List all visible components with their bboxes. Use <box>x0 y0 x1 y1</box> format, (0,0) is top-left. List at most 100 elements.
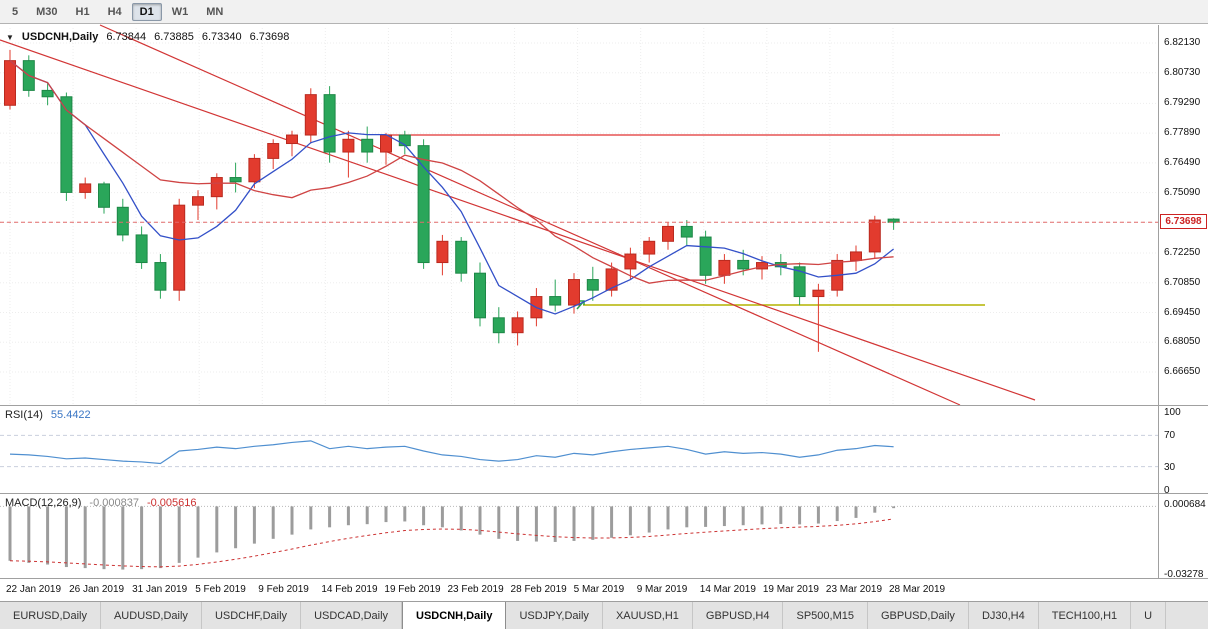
candle-body <box>474 272 486 319</box>
candle-body <box>868 219 881 253</box>
candle-body <box>361 138 374 153</box>
tab-dj30-h4[interactable]: DJ30,H4 <box>969 602 1039 629</box>
timeframe-button-h1[interactable]: H1 <box>75 5 90 18</box>
macd-name: MACD(12,26,9) <box>5 497 82 509</box>
date-axis-label: 31 Jan 2019 <box>132 584 188 595</box>
price-axis-label: 6.70850 <box>1164 276 1201 288</box>
chart-menu-arrow-icon[interactable]: ▼ <box>6 32 14 42</box>
candle-body <box>60 96 73 193</box>
candle-body <box>98 183 110 208</box>
candle-body <box>718 259 731 276</box>
descending-trendline-steep[interactable] <box>99 24 961 406</box>
symbol-tabs-bar: EURUSD,Daily AUDUSD,Daily USDCHF,Daily USDC… <box>0 601 1208 629</box>
candle-body <box>116 206 129 236</box>
macd-signal-line <box>9 518 894 568</box>
tab-gbpusd-h4[interactable]: GBPUSD,H4 <box>693 602 784 629</box>
ohlc-open: 6.73844 <box>106 31 147 43</box>
candle-body <box>154 262 167 291</box>
price-axis-label: 6.72250 <box>1164 246 1201 258</box>
date-axis-label: 9 Mar 2019 <box>636 584 688 595</box>
candle-body <box>323 94 336 153</box>
candle-body <box>887 218 900 223</box>
date-axis-label: 14 Mar 2019 <box>699 584 756 595</box>
bid-price-badge: 6.73698 <box>1160 214 1207 230</box>
tab-usdcad-daily[interactable]: USDCAD,Daily <box>301 602 403 629</box>
candle-body <box>41 89 54 98</box>
date-axis-label: 14 Feb 2019 <box>321 584 378 595</box>
macd-axis-label: 0.000684 <box>1164 498 1206 510</box>
date-axis-label: 23 Mar 2019 <box>825 584 883 595</box>
candle-body <box>793 266 806 298</box>
candle-body <box>135 234 148 264</box>
macd-main-value: -0.000837 <box>89 497 139 509</box>
price-axis-label: 6.75090 <box>1164 186 1201 198</box>
candle-body <box>680 225 693 238</box>
ohlc-high: 6.73885 <box>154 31 194 43</box>
tab-sp500-m15[interactable]: SP500,M15 <box>783 602 868 629</box>
candle-body <box>850 251 862 261</box>
moving-average-slow <box>9 60 894 284</box>
tab-usdjpy-daily[interactable]: USDJPY,Daily <box>506 602 603 629</box>
candle-body <box>662 225 674 242</box>
candle-body <box>812 289 825 298</box>
date-axis-label: 5 Feb 2019 <box>195 584 246 595</box>
ohlc-close: 6.73698 <box>249 31 290 43</box>
macd-panel-label: MACD(12,26,9) -0.000837 -0.005616 <box>5 497 197 509</box>
timeframe-button-mn[interactable]: MN <box>206 5 224 18</box>
candle-body <box>267 143 280 159</box>
price-axis-label: 6.80730 <box>1164 66 1201 78</box>
timeframe-button-5[interactable]: 5 <box>12 5 19 18</box>
macd-signal-value: -0.005616 <box>146 497 197 509</box>
date-axis-label: 19 Feb 2019 <box>384 584 441 595</box>
candle-body <box>511 317 524 334</box>
candle-body <box>342 138 355 153</box>
price-axis-label: 6.76490 <box>1164 156 1201 168</box>
date-axis-label: 19 Mar 2019 <box>762 584 819 595</box>
rsi-value: 55.4422 <box>50 409 91 421</box>
timeframe-button-w1[interactable]: W1 <box>171 5 189 18</box>
date-axis-label: 9 Feb 2019 <box>258 584 309 595</box>
candle-body <box>624 253 637 270</box>
tab-usdchf-daily[interactable]: USDCHF,Daily <box>202 602 302 629</box>
tab-gbpusd-daily[interactable]: GBPUSD,Daily <box>868 602 969 629</box>
date-axis-label: 28 Feb 2019 <box>510 584 567 595</box>
candle-body <box>436 240 449 264</box>
candle-body <box>304 94 317 136</box>
ohlc-low: 6.73340 <box>201 31 242 43</box>
tab-eurusd-daily[interactable]: EURUSD,Daily <box>0 602 101 629</box>
timeframe-button-d1[interactable]: D1 <box>131 2 162 21</box>
candle-body <box>605 268 618 291</box>
rsi-axis-label: 30 <box>1164 461 1176 473</box>
candle-body <box>492 317 505 334</box>
candle-body <box>210 177 223 198</box>
tab-usdcnh-daily[interactable]: USDCNH,Daily <box>402 602 507 629</box>
rsi-panel-label: RSI(14) 55.4422 <box>5 409 91 421</box>
macd-axis-label: -0.03278 <box>1164 568 1204 580</box>
chart-ohlc-header: ▼ USDCNH,Daily 6.73844 6.73885 6.73340 6… <box>6 31 289 43</box>
rsi-axis-label: 100 <box>1164 407 1181 418</box>
price-axis-label: 6.79290 <box>1164 97 1201 109</box>
date-axis-label: 22 Jan 2019 <box>6 584 62 595</box>
candle-body <box>586 279 599 291</box>
timeframe-button-h4[interactable]: H4 <box>107 5 122 18</box>
tab-u[interactable]: U <box>1131 602 1167 629</box>
candle-body <box>643 240 656 255</box>
candle-body <box>173 204 186 291</box>
tab-audusd-daily[interactable]: AUDUSD,Daily <box>101 602 202 629</box>
candle-body <box>549 296 562 306</box>
tab-tech100-h1[interactable]: TECH100,H1 <box>1039 602 1132 629</box>
tab-xauusd-h1[interactable]: XAUUSD,H1 <box>603 602 693 629</box>
candle-body <box>699 236 712 276</box>
candle-body <box>380 134 392 153</box>
candle-body <box>568 279 580 306</box>
rsi-name: RSI(14) <box>5 409 43 421</box>
rsi-axis-label: 0 <box>1164 485 1170 496</box>
candle-body <box>286 134 298 145</box>
timeframe-button-m30[interactable]: M30 <box>36 5 58 18</box>
descending-trendline-long[interactable] <box>0 39 1036 401</box>
candle-body <box>455 240 468 274</box>
price-axis-label: 6.82130 <box>1164 37 1201 48</box>
date-axis-label: 26 Jan 2019 <box>69 584 125 595</box>
price-axis-label: 6.68050 <box>1164 336 1201 348</box>
